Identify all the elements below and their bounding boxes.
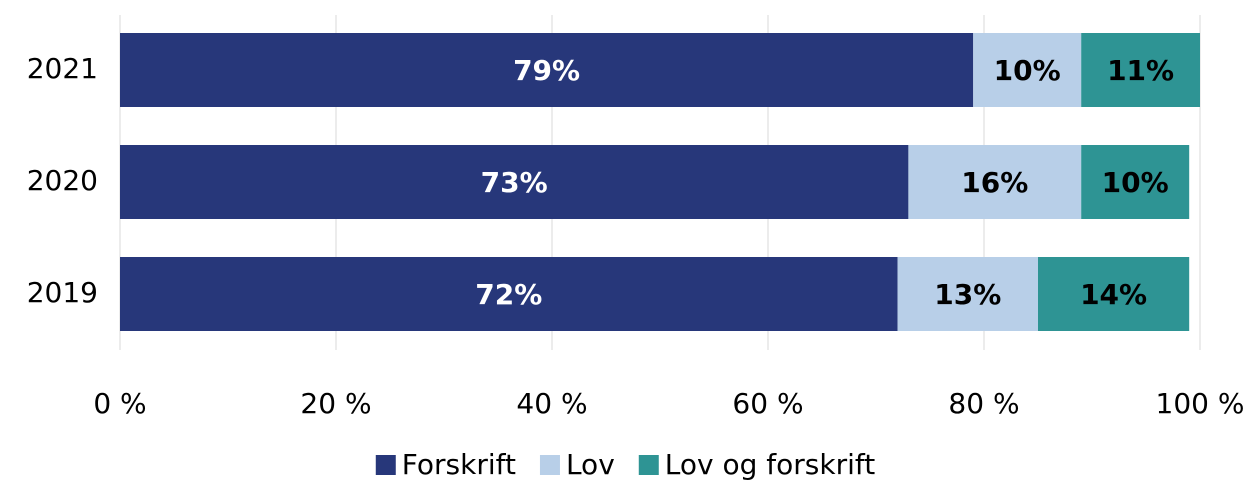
y-tick-label: 2021 <box>27 52 98 85</box>
x-tick-label: 60 % <box>732 387 803 420</box>
legend-label: Forskrift <box>402 448 516 481</box>
bar-segment <box>120 145 909 219</box>
data-label: 14% <box>1080 278 1147 311</box>
x-tick-label: 40 % <box>516 387 587 420</box>
bar-segment <box>973 33 1082 107</box>
legend-swatch <box>638 455 659 475</box>
legend-swatch <box>375 455 396 475</box>
data-label: 73% <box>481 166 548 199</box>
data-label: 10% <box>994 54 1061 87</box>
y-tick-label: 2019 <box>27 276 98 309</box>
x-tick-label: 80 % <box>948 387 1019 420</box>
bar-segment <box>897 257 1038 331</box>
x-tick-label: 100 % <box>1156 387 1245 420</box>
bar-segment <box>120 257 898 331</box>
bar-segment <box>1081 145 1190 219</box>
data-label: 16% <box>961 166 1028 199</box>
y-tick-label: 2020 <box>27 164 98 197</box>
legend-swatch <box>539 455 560 475</box>
data-label: 72% <box>475 278 542 311</box>
x-tick-label: 0 % <box>93 387 146 420</box>
data-label: 13% <box>934 278 1001 311</box>
data-label: 10% <box>1102 166 1169 199</box>
data-label: 11% <box>1107 54 1174 87</box>
bar-segment <box>1038 257 1190 331</box>
legend-label: Lov <box>566 448 615 481</box>
x-tick-label: 20 % <box>300 387 371 420</box>
legend-label: Lov og forskrift <box>665 448 875 481</box>
data-label: 79% <box>513 54 580 87</box>
bar-segment <box>908 145 1082 219</box>
bar-segment <box>120 33 974 107</box>
bar-segment <box>1081 33 1200 107</box>
